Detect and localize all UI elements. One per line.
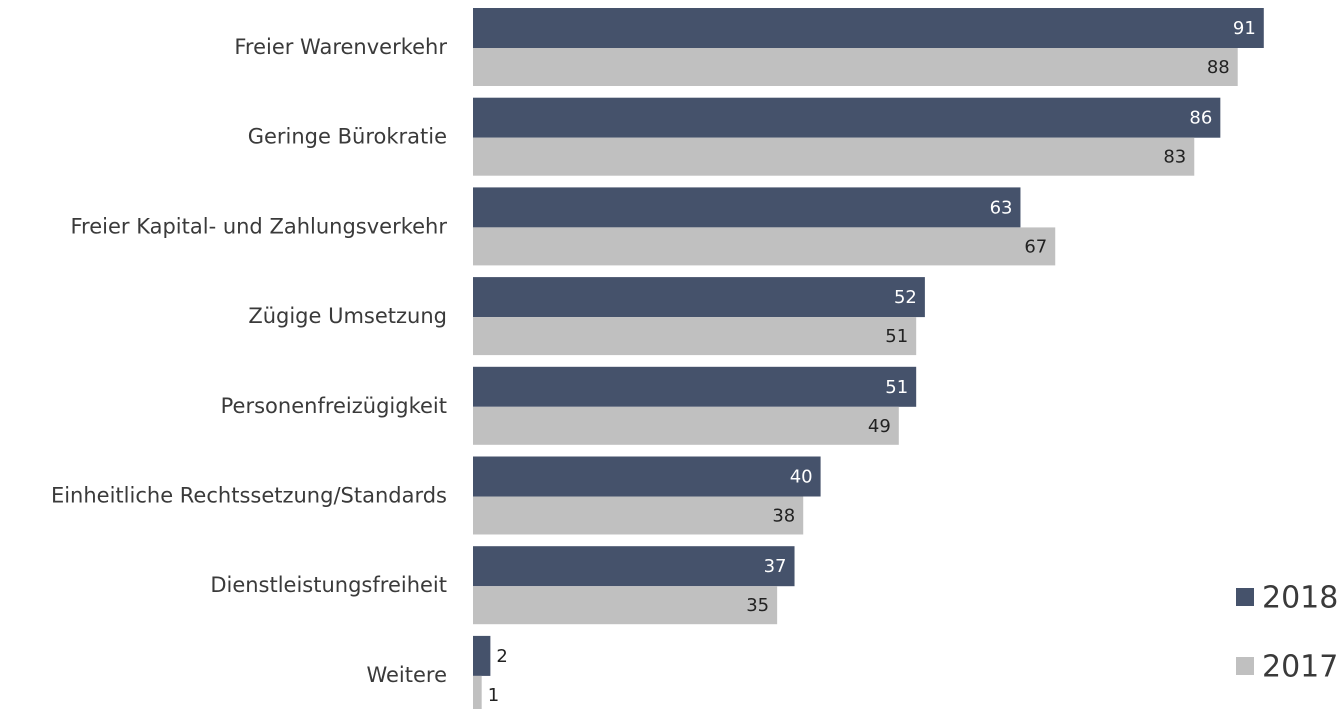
value-label: 83: [1163, 147, 1186, 168]
value-label: 38: [772, 506, 795, 527]
legend-swatch: [1236, 657, 1254, 675]
value-label: 67: [1024, 236, 1047, 257]
bar: [473, 496, 804, 535]
bar: [473, 8, 1264, 48]
bar: [473, 406, 899, 445]
category-label: Freier Warenverkehr: [234, 35, 447, 59]
bar: [473, 586, 778, 625]
legend-label: 2018: [1262, 581, 1338, 616]
value-label: 37: [764, 556, 787, 577]
bar: [473, 277, 925, 318]
value-label: 51: [885, 326, 908, 347]
bar: [473, 366, 917, 407]
legend-swatch: [1236, 588, 1254, 606]
bar: [473, 137, 1195, 176]
bar: [473, 317, 917, 356]
category-label: Freier Kapital- und Zahlungsverkehr: [70, 214, 447, 238]
value-label: 86: [1189, 108, 1212, 129]
value-label: 88: [1207, 57, 1230, 78]
legend-label: 2017: [1262, 650, 1338, 685]
bar: [473, 456, 821, 497]
category-label: Einheitliche Rechtssetzung/Standards: [51, 484, 447, 508]
category-label: Weitere: [366, 663, 447, 687]
category-label: Dienstleistungsfreiheit: [210, 573, 447, 597]
category-label: Zügige Umsetzung: [248, 304, 447, 328]
value-label: 1: [488, 685, 499, 706]
value-label: 49: [868, 416, 891, 437]
bar: [473, 187, 1021, 228]
value-label: 91: [1233, 18, 1256, 39]
bar: [473, 675, 482, 709]
value-label: 52: [894, 287, 917, 308]
value-label: 63: [990, 197, 1013, 218]
bar: [473, 227, 1056, 266]
category-label: Geringe Bürokratie: [248, 125, 447, 149]
bar: [473, 48, 1238, 86]
value-label: 51: [885, 377, 908, 398]
value-label: 40: [790, 467, 813, 488]
category-label: Personenfreizügigkeit: [221, 394, 447, 418]
bar: [473, 635, 491, 676]
bar: [473, 97, 1221, 138]
value-label: 35: [746, 595, 769, 616]
bar: [473, 546, 795, 587]
value-label: 2: [496, 646, 507, 667]
